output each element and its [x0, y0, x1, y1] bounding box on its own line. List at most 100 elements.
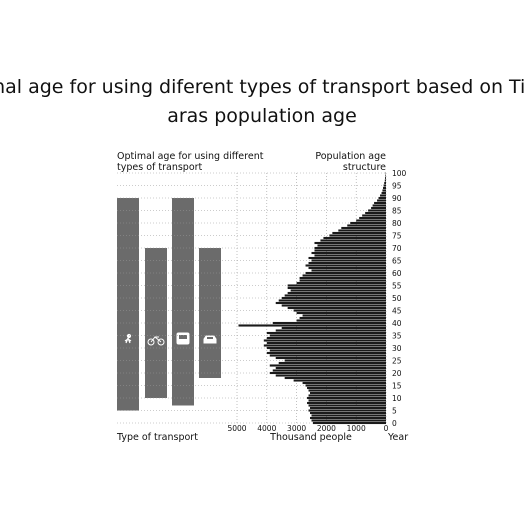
y-tick-label: 45 — [392, 307, 402, 316]
x-tick-label: 0 — [384, 424, 389, 433]
population-bar — [314, 249, 386, 251]
population-bar — [270, 364, 386, 366]
y-tick-label: 30 — [392, 344, 402, 353]
population-bar — [310, 392, 386, 394]
population-bar — [294, 379, 386, 381]
title: aras population age — [167, 105, 357, 127]
population-bar — [317, 244, 386, 246]
population-bar — [312, 259, 387, 261]
population-bar — [314, 254, 386, 256]
bus-icon — [177, 333, 189, 344]
population-bar — [384, 182, 386, 184]
y-axis-label: Year — [387, 432, 408, 443]
y-tick-label: 60 — [392, 269, 402, 278]
population-bar — [306, 272, 386, 274]
population-bar — [313, 422, 386, 424]
population-bar — [270, 372, 386, 374]
y-tick-label: 40 — [392, 319, 402, 328]
population-bar — [285, 377, 386, 379]
population-bar — [285, 359, 386, 361]
x-tick-label: 4000 — [257, 424, 276, 433]
population-bar — [359, 217, 386, 219]
population-bar — [273, 369, 386, 371]
y-tick-label: 10 — [392, 394, 402, 403]
population-bar — [291, 289, 386, 291]
transport-bar — [117, 198, 139, 411]
population-bar — [309, 389, 386, 391]
car-icon — [204, 336, 216, 343]
right-title: structure — [343, 162, 386, 173]
population-bar — [267, 337, 386, 339]
population-bar — [297, 319, 386, 321]
population-bar — [307, 397, 386, 399]
population-bar — [368, 209, 386, 211]
y-tick-label: 55 — [392, 282, 402, 291]
population-bar — [341, 227, 386, 229]
population-bar — [282, 304, 386, 306]
population-bar — [238, 324, 386, 326]
population-bar — [276, 302, 386, 304]
population-bar — [294, 309, 386, 311]
population-bar — [309, 394, 386, 396]
y-tick-label: 35 — [392, 332, 402, 341]
population-bar — [309, 409, 386, 411]
transport-bar — [172, 198, 194, 406]
transport-bars — [117, 198, 221, 411]
y-tick-label: 75 — [392, 232, 402, 241]
population-bar — [288, 307, 386, 309]
x-tick-label: 1000 — [347, 424, 366, 433]
population-bar — [288, 284, 386, 286]
population-bar — [373, 204, 386, 206]
population-bar — [276, 374, 386, 376]
population-bar — [282, 297, 386, 299]
population-bar — [380, 194, 386, 196]
population-bar — [312, 419, 387, 421]
population-bar — [314, 247, 386, 249]
population-bar — [300, 279, 386, 281]
population-bar — [377, 199, 386, 201]
y-tick-label: 100 — [392, 169, 407, 178]
population-bar — [312, 269, 387, 271]
population-bar — [264, 344, 386, 346]
population-bar — [300, 317, 386, 319]
population-bar — [309, 267, 386, 269]
population-bar — [365, 212, 386, 214]
left-title: Optimal age for using different — [117, 151, 264, 162]
population-bar — [303, 314, 386, 316]
y-tick-label: 15 — [392, 382, 402, 391]
x-axis-label: Thousand people — [269, 432, 352, 443]
population-bar — [384, 184, 386, 186]
y-tick-label: 70 — [392, 244, 402, 253]
population-bar — [362, 214, 386, 216]
y-tick-label: 5 — [392, 407, 397, 416]
population-bar — [276, 367, 386, 369]
population-bar — [309, 262, 386, 264]
population-bar — [282, 327, 386, 329]
population-bar — [300, 277, 386, 279]
population-bar — [285, 294, 386, 296]
title: mal age for using diferent types of tran… — [0, 76, 525, 98]
population-bar — [310, 407, 386, 409]
population-bar — [303, 274, 386, 276]
population-bar — [273, 322, 386, 324]
population-bar — [320, 239, 386, 241]
population-bar — [310, 412, 386, 414]
population-bar — [264, 339, 386, 341]
y-tick-label: 80 — [392, 219, 402, 228]
population-bar — [382, 189, 386, 191]
population-bar — [385, 177, 386, 179]
population-bar — [307, 402, 386, 404]
left-title: types of transport — [117, 162, 203, 173]
population-bar — [312, 252, 387, 254]
y-tick-label: 0 — [392, 419, 397, 428]
population-bar — [276, 357, 386, 359]
population-bar — [306, 264, 386, 266]
y-tick-label: 95 — [392, 182, 402, 191]
population-bar — [303, 382, 386, 384]
population-bar — [374, 202, 386, 204]
population-bar — [270, 354, 386, 356]
population-bar — [332, 232, 386, 234]
transport-bar — [199, 248, 221, 378]
population-bar — [307, 387, 386, 389]
population-bar — [297, 282, 386, 284]
